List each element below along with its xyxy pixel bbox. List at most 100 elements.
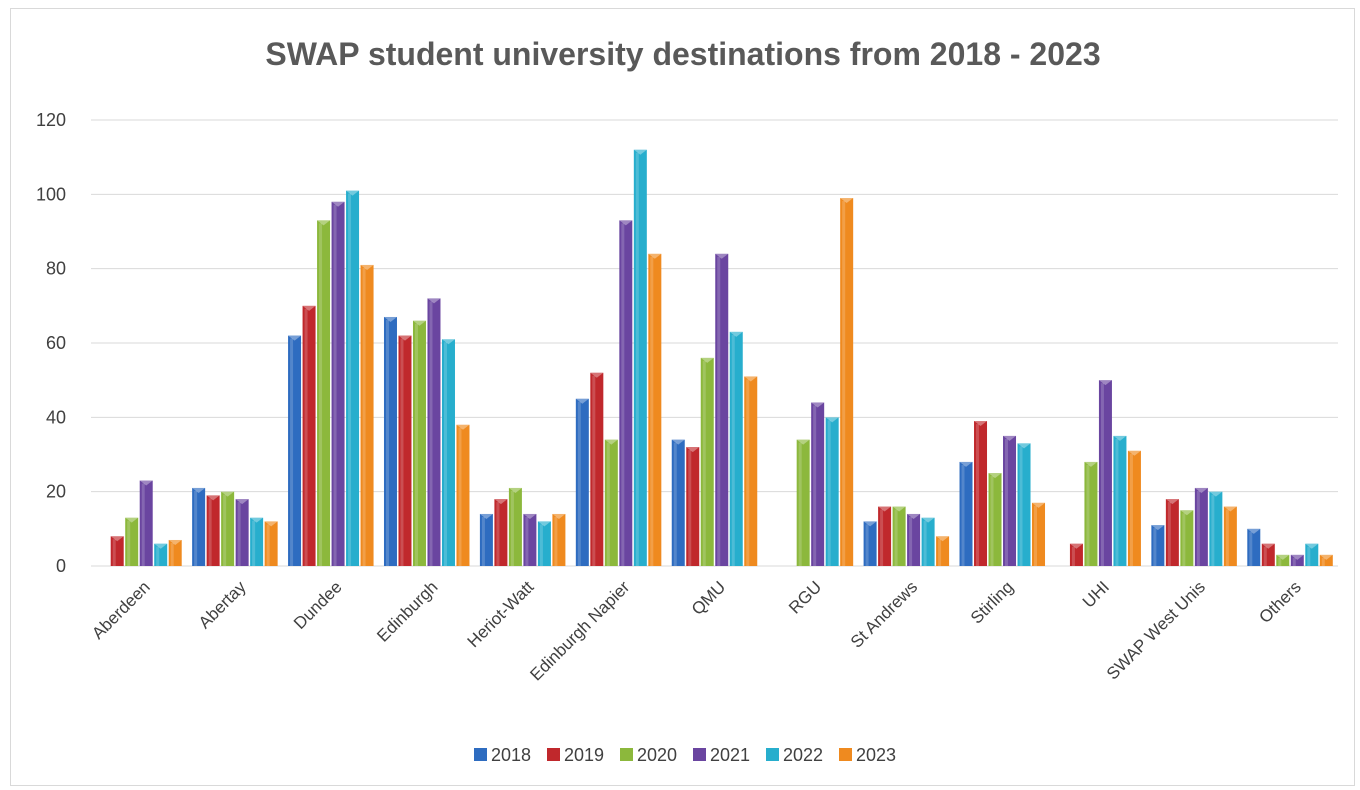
y-tick-label: 20: [46, 482, 66, 502]
bar: [288, 335, 302, 566]
bar-bevel: [317, 220, 331, 226]
bar-highlight: [1100, 383, 1104, 566]
bar: [1290, 554, 1304, 566]
bar-bevel: [110, 536, 124, 542]
category-label: Dundee: [290, 577, 346, 633]
bar: [441, 339, 455, 566]
bar-bevel: [139, 480, 153, 486]
bar-highlight: [208, 498, 212, 566]
bar: [383, 316, 397, 566]
bar-highlight: [525, 516, 529, 566]
bar-bevel: [494, 499, 508, 505]
bar: [575, 398, 589, 566]
category-label: Others: [1255, 577, 1305, 627]
bar-bevel: [1319, 554, 1333, 560]
bar: [921, 517, 935, 566]
bar-highlight: [635, 152, 639, 566]
bar-highlight: [717, 256, 721, 566]
bar: [1261, 543, 1275, 566]
legend-label: 2020: [637, 745, 677, 765]
bar-highlight: [304, 308, 308, 566]
bar: [744, 376, 758, 566]
bar-highlight: [223, 494, 227, 566]
bar-bevel: [840, 198, 854, 204]
bar-highlight: [1182, 513, 1186, 566]
bar-highlight: [909, 516, 913, 566]
bar-highlight: [592, 375, 596, 566]
bar: [1151, 525, 1165, 566]
bar-bevel: [907, 513, 921, 519]
bar-highlight: [1034, 505, 1038, 566]
bar-highlight: [688, 450, 692, 566]
bar-bevel: [250, 517, 264, 523]
bar-highlight: [1167, 502, 1171, 566]
bar-highlight: [1115, 438, 1119, 566]
bar: [1127, 450, 1141, 566]
bar-bevel: [154, 543, 168, 549]
legend-swatch: [547, 748, 560, 761]
bar-highlight: [894, 509, 898, 566]
bar-highlight: [1321, 557, 1325, 566]
bar-highlight: [1307, 546, 1311, 566]
bar: [686, 447, 700, 566]
bar-bevel: [988, 473, 1002, 479]
bar: [427, 298, 441, 566]
bar-highlight: [554, 516, 558, 566]
bar: [988, 473, 1002, 566]
bar: [974, 421, 988, 566]
bar-bevel: [383, 316, 397, 322]
bar-highlight: [606, 442, 610, 566]
bar: [552, 513, 566, 566]
bar: [110, 536, 124, 566]
bar-highlight: [319, 223, 323, 566]
bar-highlight: [827, 420, 831, 566]
bar-bevel: [590, 372, 604, 378]
bar-highlight: [194, 490, 198, 566]
bar-highlight: [1278, 557, 1282, 566]
bar-highlight: [510, 490, 514, 566]
legend-swatch: [766, 748, 779, 761]
bar-bevel: [648, 253, 662, 259]
bar-highlight: [865, 524, 869, 566]
bar: [604, 439, 618, 566]
bar-highlight: [156, 546, 160, 566]
bar-highlight: [1019, 446, 1023, 566]
bar-bevel: [619, 220, 633, 226]
chart-area: SWAP student university destinations fro…: [10, 8, 1355, 786]
bar-highlight: [539, 524, 543, 566]
bar-bevel: [1098, 380, 1112, 386]
bar-bevel: [1113, 435, 1127, 441]
bar-bevel: [479, 513, 493, 519]
bar-bevel: [825, 417, 839, 423]
bar-highlight: [842, 201, 846, 567]
bar-highlight: [127, 520, 131, 566]
bar-bevel: [974, 421, 988, 427]
bar-bevel: [508, 487, 522, 493]
bar: [892, 506, 906, 566]
legend-label: 2021: [710, 745, 750, 765]
bar-highlight: [112, 539, 116, 566]
y-tick-label: 0: [56, 556, 66, 576]
bar-bevel: [1032, 502, 1046, 508]
bar-highlight: [650, 256, 654, 566]
bar: [671, 439, 685, 566]
bar: [1098, 380, 1112, 566]
legend-label: 2019: [564, 745, 604, 765]
bar-bevel: [264, 521, 278, 527]
gridlines: [91, 119, 1338, 567]
bar-bevel: [700, 357, 714, 363]
bar-bevel: [346, 190, 360, 196]
bar-bevel: [221, 491, 235, 497]
bar: [1276, 554, 1290, 566]
bar: [715, 253, 729, 567]
bar-bevel: [1127, 450, 1141, 456]
bar: [1180, 510, 1194, 566]
bar-bevel: [1180, 510, 1194, 516]
bar: [729, 331, 743, 566]
bar-highlight: [458, 427, 462, 566]
bar-highlight: [1153, 528, 1157, 566]
bar: [235, 499, 249, 566]
bar-highlight: [443, 342, 447, 566]
bar: [537, 521, 551, 566]
bar-highlight: [1225, 509, 1229, 566]
